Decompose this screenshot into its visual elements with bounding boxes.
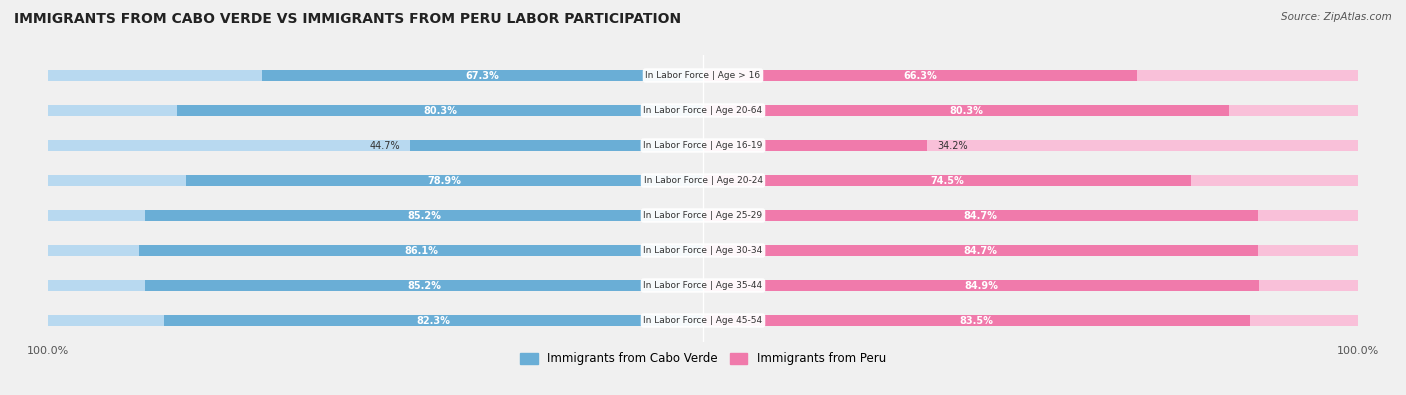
Text: 80.3%: 80.3% xyxy=(949,105,983,115)
Bar xyxy=(703,280,1358,292)
Text: 84.7%: 84.7% xyxy=(963,246,997,256)
Text: 82.3%: 82.3% xyxy=(416,316,450,325)
Bar xyxy=(177,105,703,116)
Text: Source: ZipAtlas.com: Source: ZipAtlas.com xyxy=(1281,12,1392,22)
Bar xyxy=(703,280,1260,291)
Text: In Labor Force | Age 35-44: In Labor Force | Age 35-44 xyxy=(644,281,762,290)
Text: In Labor Force | Age > 16: In Labor Force | Age > 16 xyxy=(645,71,761,80)
Text: In Labor Force | Age 16-19: In Labor Force | Age 16-19 xyxy=(644,141,762,150)
Text: 74.5%: 74.5% xyxy=(931,175,965,186)
Bar xyxy=(48,315,703,326)
Text: 84.9%: 84.9% xyxy=(965,280,998,290)
Bar xyxy=(262,70,703,81)
Bar xyxy=(48,175,703,186)
Bar xyxy=(703,315,1250,326)
Text: IMMIGRANTS FROM CABO VERDE VS IMMIGRANTS FROM PERU LABOR PARTICIPATION: IMMIGRANTS FROM CABO VERDE VS IMMIGRANTS… xyxy=(14,12,681,26)
Bar xyxy=(145,210,703,221)
Bar xyxy=(48,105,703,117)
Text: 78.9%: 78.9% xyxy=(427,175,461,186)
Text: In Labor Force | Age 45-54: In Labor Force | Age 45-54 xyxy=(644,316,762,325)
Bar xyxy=(186,175,703,186)
Bar xyxy=(411,140,703,151)
Bar xyxy=(48,245,703,256)
Text: 83.5%: 83.5% xyxy=(960,316,994,325)
Bar xyxy=(703,105,1229,116)
Bar xyxy=(703,175,1358,186)
Text: 67.3%: 67.3% xyxy=(465,70,499,81)
Bar xyxy=(703,70,1358,81)
Text: In Labor Force | Age 20-24: In Labor Force | Age 20-24 xyxy=(644,176,762,185)
Bar xyxy=(163,315,703,326)
Text: 84.7%: 84.7% xyxy=(963,211,997,220)
Bar xyxy=(703,245,1258,256)
Bar xyxy=(48,139,703,151)
Bar xyxy=(703,105,1358,117)
Bar xyxy=(703,175,1191,186)
Text: 85.2%: 85.2% xyxy=(406,280,441,290)
Bar xyxy=(48,280,703,292)
Bar xyxy=(145,280,703,291)
Legend: Immigrants from Cabo Verde, Immigrants from Peru: Immigrants from Cabo Verde, Immigrants f… xyxy=(515,348,891,370)
Bar xyxy=(703,70,1137,81)
Text: 34.2%: 34.2% xyxy=(936,141,967,150)
Bar xyxy=(703,245,1358,256)
Bar xyxy=(139,245,703,256)
Bar xyxy=(703,210,1358,221)
Bar xyxy=(48,210,703,221)
Bar xyxy=(48,70,703,81)
Bar xyxy=(703,210,1258,221)
Text: In Labor Force | Age 30-34: In Labor Force | Age 30-34 xyxy=(644,246,762,255)
Bar xyxy=(703,140,927,151)
Bar xyxy=(703,315,1358,326)
Bar xyxy=(703,139,1358,151)
Text: 80.3%: 80.3% xyxy=(423,105,457,115)
Text: 66.3%: 66.3% xyxy=(903,70,936,81)
Text: In Labor Force | Age 20-64: In Labor Force | Age 20-64 xyxy=(644,106,762,115)
Text: 86.1%: 86.1% xyxy=(404,246,437,256)
Text: 44.7%: 44.7% xyxy=(370,141,401,150)
Text: 85.2%: 85.2% xyxy=(406,211,441,220)
Text: In Labor Force | Age 25-29: In Labor Force | Age 25-29 xyxy=(644,211,762,220)
